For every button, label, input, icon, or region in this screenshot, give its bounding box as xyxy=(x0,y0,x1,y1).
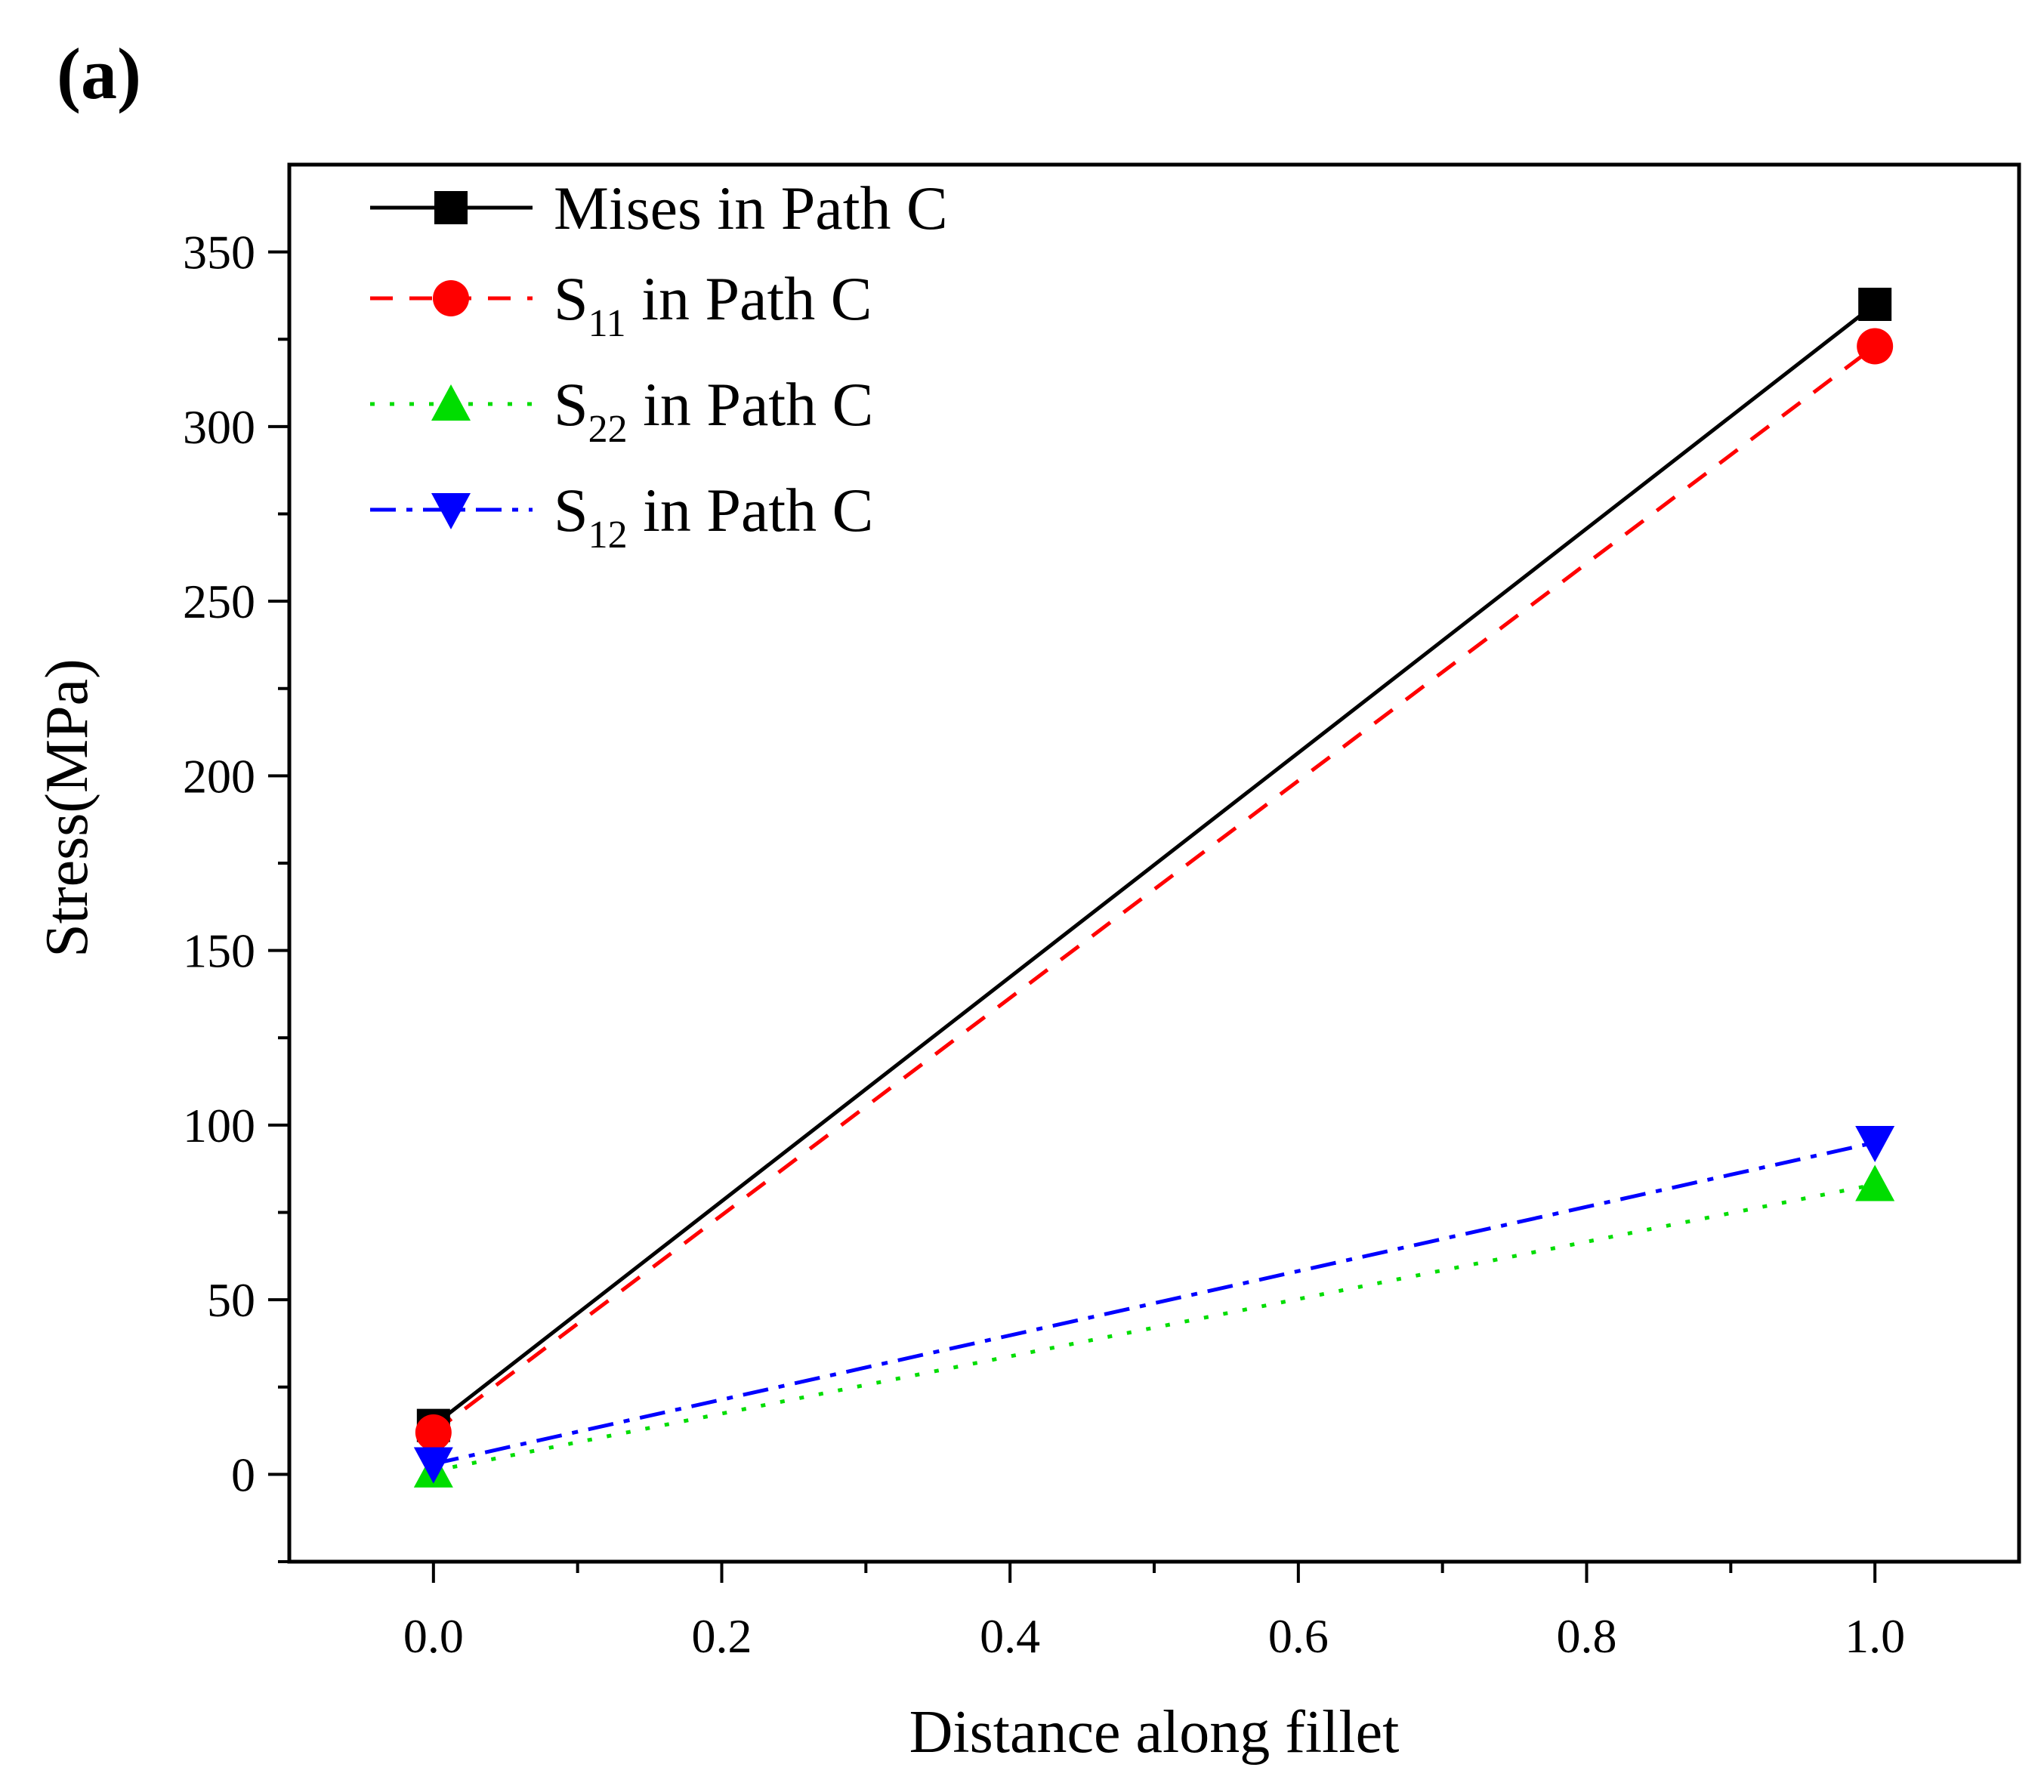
y-tick-label: 0 xyxy=(231,1448,255,1501)
plot-markers xyxy=(413,288,1895,1488)
series-2-point-1 xyxy=(1855,1164,1895,1201)
series-1-point-1 xyxy=(1857,328,1894,365)
y-axis: 0 50 100 150 200 250 300 350 xyxy=(183,226,289,1563)
y-tick-label: 300 xyxy=(183,400,255,454)
series-line-0 xyxy=(432,303,1876,1427)
legend-label-1: S11 in Path C xyxy=(554,264,872,345)
series-line-2 xyxy=(433,1183,1876,1473)
x-tick-label: 0.6 xyxy=(1268,1609,1329,1663)
x-tick-label: 0.4 xyxy=(980,1609,1040,1663)
series-3-point-1 xyxy=(1855,1126,1895,1162)
series-line-1 xyxy=(432,344,1876,1434)
legend-label-3: S12 in Path C xyxy=(554,476,873,557)
legend-marker-0 xyxy=(434,191,468,224)
y-tick-label: 150 xyxy=(183,924,255,978)
y-tick-label: 50 xyxy=(207,1273,255,1327)
x-axis-title: Distance along fillet xyxy=(909,1699,1400,1766)
x-tick-label: 0.8 xyxy=(1557,1609,1617,1663)
series-line-3 xyxy=(433,1140,1876,1466)
series-1-point-0 xyxy=(415,1414,452,1451)
legend: Mises in Path C S11 in Path C S22 in Path … xyxy=(370,174,948,557)
series-0-point-1 xyxy=(1858,288,1892,321)
y-tick-label: 200 xyxy=(183,749,255,803)
y-tick-label: 350 xyxy=(183,226,255,279)
legend-label-0: Mises in Path C xyxy=(554,174,948,242)
legend-marker-2 xyxy=(431,384,471,421)
x-tick-label: 1.0 xyxy=(1845,1609,1905,1663)
x-tick-label: 0.0 xyxy=(403,1609,464,1663)
legend-label-2: S22 in Path C xyxy=(554,370,873,451)
panel-label: (a) xyxy=(57,33,141,114)
plot-lines xyxy=(432,303,1876,1473)
legend-marker-1 xyxy=(433,280,469,316)
y-tick-label: 100 xyxy=(183,1099,255,1152)
x-tick-label: 0.2 xyxy=(692,1609,752,1663)
y-tick-label: 250 xyxy=(183,575,255,628)
x-axis: 0.0 0.2 0.4 0.6 0.8 1.0 xyxy=(403,1562,1905,1663)
legend-marker-3 xyxy=(431,493,471,529)
series-3-point-0 xyxy=(413,1447,453,1484)
y-axis-title: Stress(MPa) xyxy=(34,659,100,958)
